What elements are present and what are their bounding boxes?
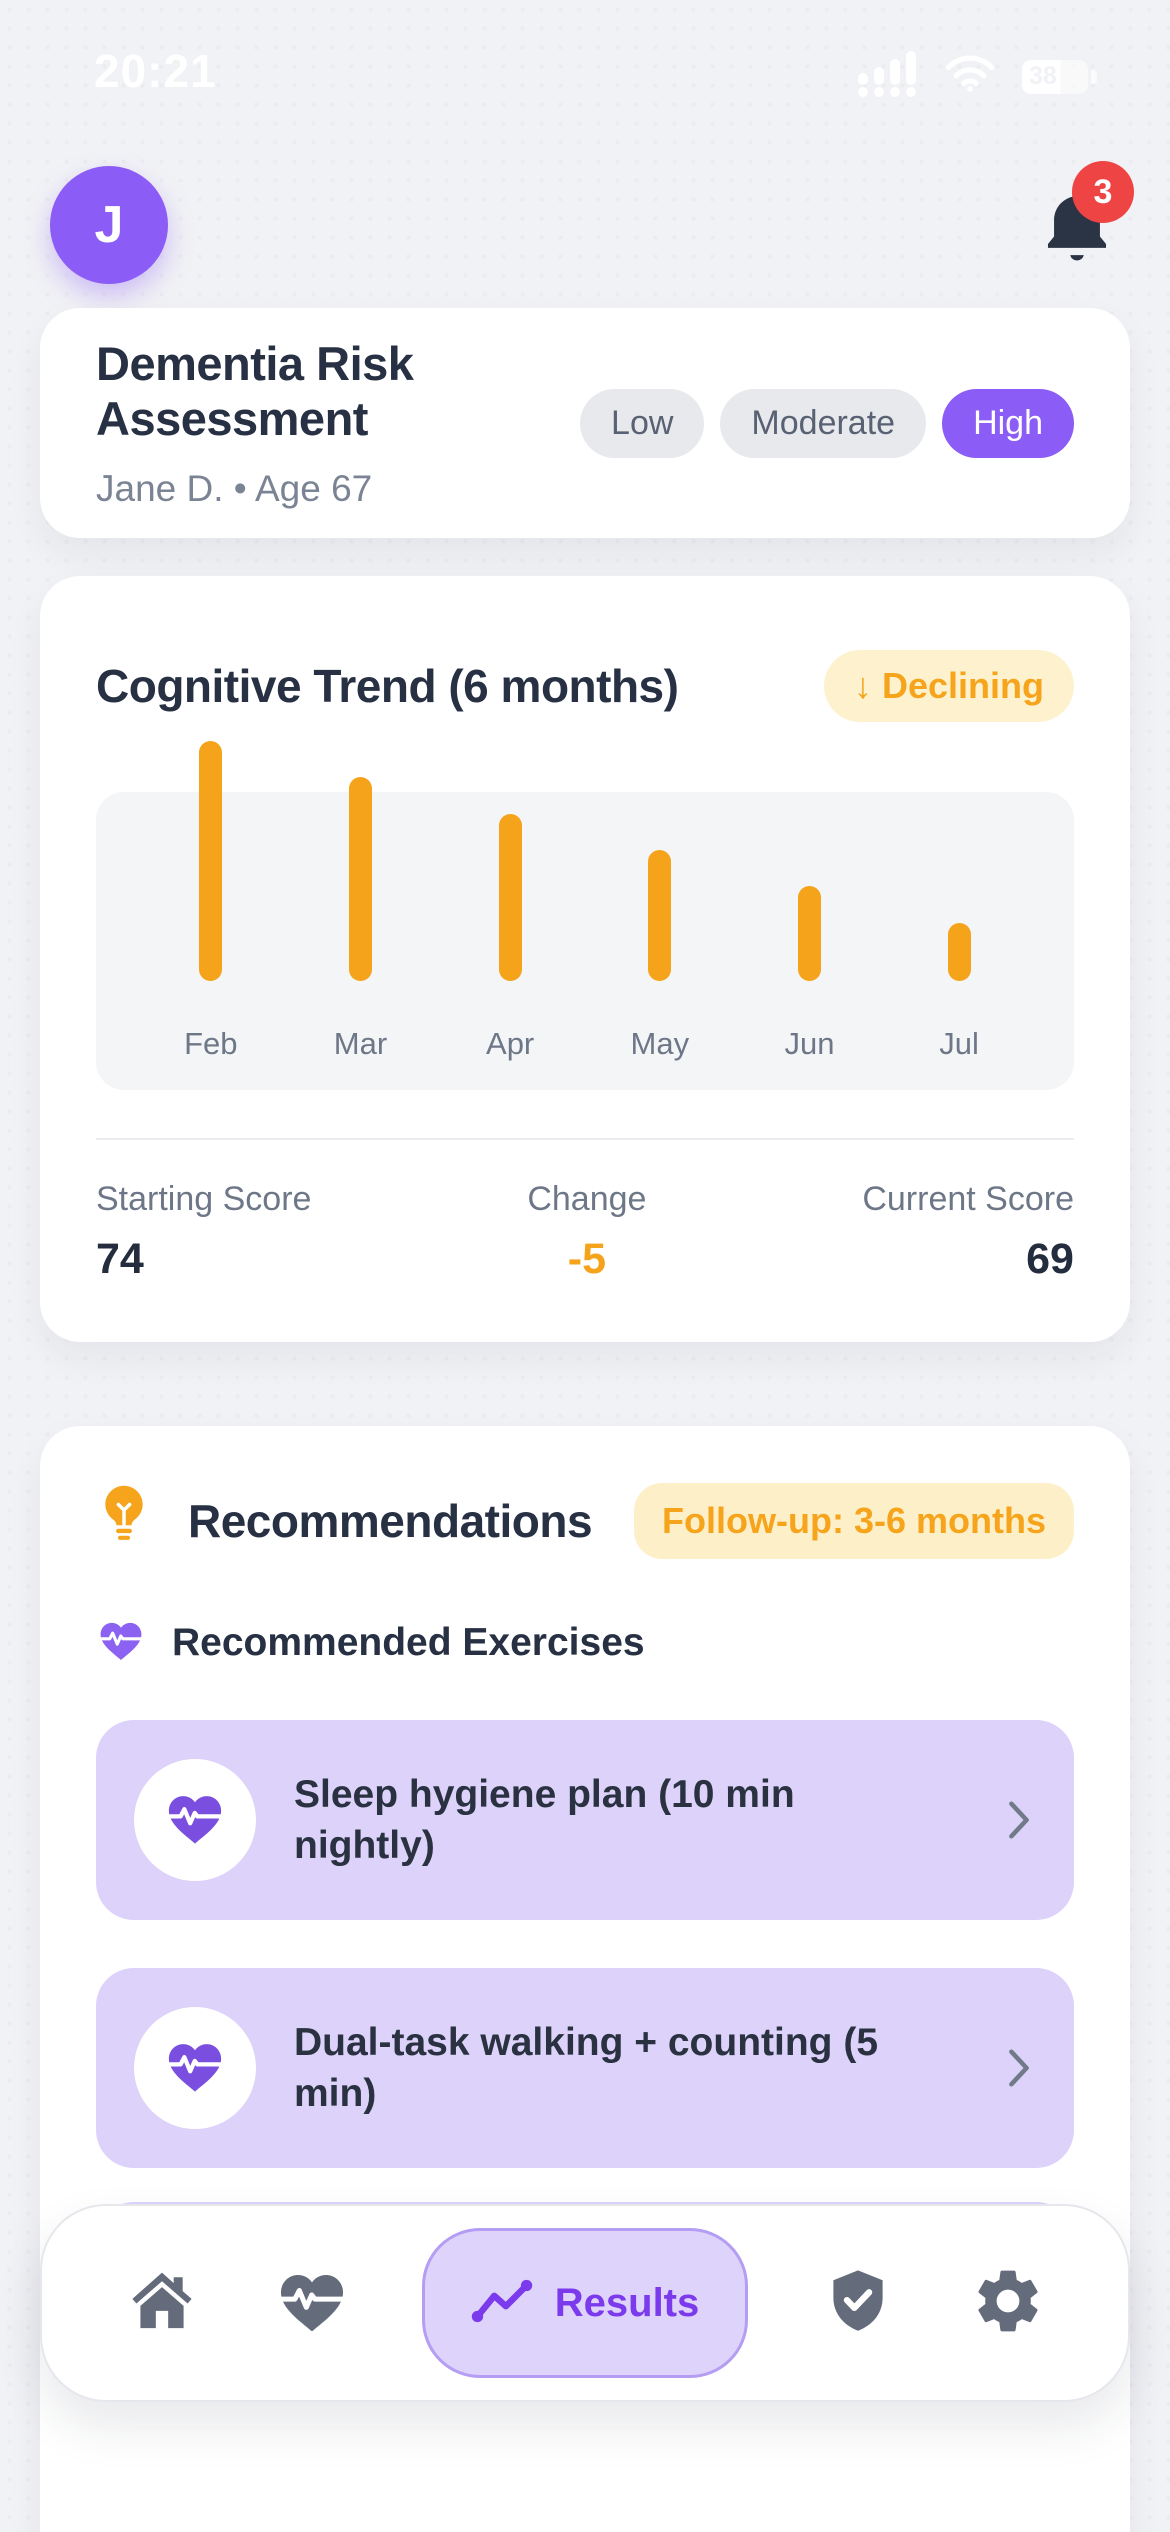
recommended-exercises-title: Recommended Exercises xyxy=(172,1620,645,1664)
exercise-icon-circle xyxy=(134,1759,256,1881)
nav-tab-home[interactable] xyxy=(122,2263,202,2343)
chart-bar-jul xyxy=(947,923,971,981)
top-bar: J 3 xyxy=(50,161,1134,286)
cell-signal-icon xyxy=(856,50,918,103)
score-stats-row: Starting Score 74 Change -5 Current Scor… xyxy=(96,1180,1074,1284)
current-score-label: Current Score xyxy=(862,1180,1074,1218)
risk-pill-moderate[interactable]: Moderate xyxy=(720,388,927,458)
divider xyxy=(96,1138,1074,1140)
chart-x-label: Apr xyxy=(486,1026,535,1061)
chart-x-label: Jun xyxy=(784,1026,835,1061)
battery-percent: 38 xyxy=(1029,62,1057,90)
chart-bar-may xyxy=(648,850,672,981)
chart-x-labels: Feb Mar Apr May Jun Jul xyxy=(136,1026,1034,1062)
chart-panel xyxy=(96,792,1074,1090)
current-score-value: 69 xyxy=(1026,1235,1074,1283)
recommended-exercises-row: Recommended Exercises xyxy=(96,1617,1074,1668)
chart-bar-jun xyxy=(797,886,821,981)
status-time: 20:21 xyxy=(94,45,217,97)
wifi-icon xyxy=(944,54,996,99)
starting-score-value: 74 xyxy=(96,1235,144,1283)
shield-check-icon xyxy=(822,2263,894,2344)
gear-icon xyxy=(970,2263,1046,2344)
chart-title: Cognitive Trend (6 months) xyxy=(96,660,679,712)
avatar-initial: J xyxy=(94,196,124,254)
chart-x-label: Feb xyxy=(184,1026,238,1061)
nav-tab-gear[interactable] xyxy=(968,2263,1048,2343)
chart-title-row: Cognitive Trend (6 months) ↓ Declining xyxy=(96,650,1074,722)
exercise-icon-circle xyxy=(134,2007,256,2129)
trend-line-icon xyxy=(471,2277,533,2330)
notification-count: 3 xyxy=(1093,172,1113,211)
status-bar: 20:21 38 xyxy=(0,34,1170,110)
chart-x-label: Jul xyxy=(939,1026,979,1061)
bell-icon xyxy=(1034,188,1120,277)
chart-bar-mar xyxy=(348,777,372,981)
nav-tab-shield-check[interactable] xyxy=(818,2263,898,2343)
lightbulb-icon xyxy=(96,1482,152,1559)
assessment-card: Dementia Risk Assessment Jane D. • Age 6… xyxy=(40,308,1130,538)
assessment-card-left: Dementia Risk Assessment Jane D. • Age 6… xyxy=(96,336,566,511)
change-value: -5 xyxy=(567,1235,607,1283)
declining-badge: ↓ Declining xyxy=(823,650,1074,722)
risk-pill-low[interactable]: Low xyxy=(580,388,705,458)
page-title: Dementia Risk Assessment xyxy=(96,336,414,445)
chart-bars xyxy=(136,741,1034,981)
starting-score-stat: Starting Score 74 xyxy=(96,1180,311,1284)
notification-count-badge: 3 xyxy=(1072,161,1134,223)
recommendations-title-row: Recommendations Follow-up: 3-6 months xyxy=(96,1482,1074,1559)
recommendations-title: Recommendations xyxy=(188,1494,593,1547)
cognitive-trend-card: Cognitive Trend (6 months) ↓ Declining F… xyxy=(40,576,1130,1342)
heart-pulse-icon xyxy=(163,2036,227,2101)
change-label: Change xyxy=(527,1180,647,1218)
nav-tab-heart-pulse[interactable] xyxy=(272,2263,352,2343)
exercise-card[interactable]: Sleep hygiene plan (10 min nightly) xyxy=(96,1720,1074,1920)
heart-pulse-icon xyxy=(96,1617,146,1668)
heart-pulse-icon xyxy=(274,2266,350,2341)
nav-tab-results-active[interactable]: Results xyxy=(422,2228,748,2378)
risk-level-pills: Low Moderate High xyxy=(580,388,1074,458)
battery-icon: 38 xyxy=(1022,59,1097,94)
chart-bar-feb xyxy=(199,741,223,981)
bar-chart: Feb Mar Apr May Jun Jul xyxy=(96,741,1074,1090)
followup-badge: Follow-up: 3-6 months xyxy=(634,1482,1074,1559)
chevron-right-icon xyxy=(1006,1798,1032,1842)
chart-bar-apr xyxy=(498,814,522,981)
patient-info: Jane D. • Age 67 xyxy=(96,468,373,510)
nav-tab-label: Results xyxy=(554,2280,700,2325)
bottom-nav: Results xyxy=(40,2204,1130,2402)
exercise-label: Dual-task walking + counting (5 min) xyxy=(294,2020,879,2115)
change-stat: Change -5 xyxy=(527,1180,646,1284)
current-score-stat: Current Score 69 xyxy=(862,1180,1074,1284)
avatar[interactable]: J xyxy=(50,166,168,284)
status-icons: 38 xyxy=(856,50,1097,103)
exercise-list: Sleep hygiene plan (10 min nightly) Dual-… xyxy=(96,1720,1074,2168)
chevron-right-icon xyxy=(1006,2046,1032,2090)
exercise-card[interactable]: Dual-task walking + counting (5 min) xyxy=(96,1968,1074,2168)
exercise-label: Sleep hygiene plan (10 min nightly) xyxy=(294,1772,795,1867)
home-icon xyxy=(124,2264,200,2343)
risk-pill-high[interactable]: High xyxy=(942,388,1074,458)
chart-x-label: Mar xyxy=(333,1026,388,1061)
heart-pulse-icon xyxy=(163,1788,227,1853)
starting-score-label: Starting Score xyxy=(96,1180,312,1218)
chart-x-label: May xyxy=(630,1026,690,1061)
notification-bell-button[interactable]: 3 xyxy=(1034,161,1134,273)
